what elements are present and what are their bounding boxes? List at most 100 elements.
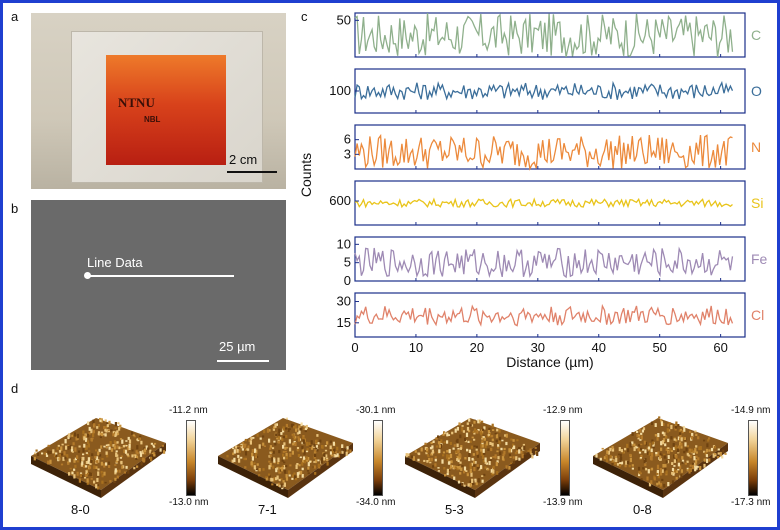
afm-texture-peak — [432, 440, 435, 443]
afm-texture-peak — [47, 444, 50, 447]
afm-texture-peak — [299, 428, 302, 431]
afm-texture-peak — [449, 441, 452, 445]
afm-texture-peak — [654, 423, 657, 427]
afm-texture-peak — [477, 429, 480, 432]
afm-texture-peak — [85, 452, 88, 454]
afm-texture-peak — [678, 429, 681, 435]
afm-texture-peak — [518, 457, 521, 461]
afm-texture-peak — [484, 466, 487, 469]
afm-texture-peak — [273, 457, 276, 459]
afm-texture-peak — [237, 446, 240, 448]
afm-texture-peak — [153, 446, 156, 448]
afm-texture-peak — [276, 483, 279, 486]
afm-texture-peak — [55, 454, 58, 458]
afm-texture-peak — [275, 423, 278, 426]
afm-texture-peak — [685, 447, 688, 452]
afm-texture-peak — [97, 451, 100, 456]
afm-texture-peak — [683, 437, 686, 440]
afm-texture-peak — [136, 455, 139, 459]
afm-texture-peak — [289, 464, 292, 467]
afm-texture-peak — [237, 447, 240, 450]
afm-texture-peak — [317, 442, 320, 445]
afm-texture-peak — [466, 473, 469, 477]
y-tick-label: 50 — [337, 12, 351, 27]
afm-texture-peak — [302, 436, 305, 439]
afm-texture-peak — [724, 452, 727, 455]
afm-texture-peak — [679, 428, 682, 431]
afm-texture-peak — [508, 466, 511, 470]
afm-texture-peak — [78, 445, 81, 448]
afm-texture-peak — [429, 461, 432, 464]
afm-texture-peak — [651, 452, 654, 457]
afm-texture-peak — [283, 456, 286, 460]
afm-texture-peak — [100, 461, 103, 466]
afm-texture-peak — [238, 450, 241, 453]
afm-texture-peak — [273, 426, 276, 430]
afm-texture-peak — [85, 465, 88, 468]
afm-texture-peak — [523, 445, 526, 451]
afm-texture-peak — [492, 429, 495, 431]
afm-texture-peak — [638, 472, 641, 477]
afm-texture-peak — [498, 440, 501, 445]
afm-texture-peak — [109, 444, 112, 447]
afm-texture-peak — [45, 453, 49, 457]
afm-texture-peak — [323, 452, 326, 457]
afm-texture-peak — [456, 458, 459, 461]
afm-texture-peak — [265, 476, 268, 478]
afm-texture-peak — [331, 451, 335, 454]
afm-texture-peak — [303, 450, 306, 455]
afm-texture-peak — [305, 450, 309, 453]
afm-texture-peak — [86, 478, 89, 483]
afm-texture-peak — [480, 451, 483, 456]
afm-texture-peak — [662, 464, 665, 468]
afm-texture-peak — [74, 464, 77, 468]
afm-texture-peak — [341, 444, 344, 449]
afm-texture-peak — [100, 431, 104, 434]
afm-texture-peak — [97, 486, 100, 490]
afm-texture-peak — [428, 457, 431, 461]
afm-texture-peak — [97, 432, 100, 436]
afm-texture-peak — [483, 452, 486, 455]
afm-texture-peak — [309, 445, 312, 448]
afm-texture-peak — [273, 440, 276, 443]
afm-texture-peak — [93, 480, 96, 484]
afm-texture-peak — [487, 433, 490, 436]
afm-texture-peak — [690, 435, 694, 440]
afm-texture-peak — [480, 432, 483, 436]
afm-panel: -30.1 nm -34.0 nm 7-1 — [208, 398, 395, 518]
afm-texture-peak — [275, 468, 278, 473]
afm-texture-peak — [464, 457, 467, 460]
afm-texture-peak — [457, 480, 461, 484]
afm-texture-peak — [147, 447, 150, 451]
afm-sample-label: 5-3 — [445, 502, 464, 517]
afm-texture-peak — [686, 460, 689, 463]
afm-texture-peak — [459, 472, 462, 475]
afm-texture-peak — [305, 424, 308, 430]
afm-texture-peak — [244, 443, 247, 448]
afm-texture-peak — [268, 465, 271, 470]
afm-texture-peak — [657, 451, 660, 456]
afm-texture-peak — [684, 442, 687, 447]
afm-texture-peak — [638, 435, 641, 439]
afm-texture-peak — [686, 452, 689, 456]
afm-texture-peak — [631, 441, 634, 446]
afm-texture-peak — [123, 471, 127, 474]
afm-texture-peak — [236, 448, 239, 453]
afm-texture-peak — [277, 482, 281, 487]
y-tick-label: 6 — [344, 132, 351, 147]
afm-texture-peak — [475, 445, 478, 450]
afm-texture-peak — [619, 458, 622, 463]
afm-texture-peak — [87, 460, 90, 464]
afm-texture-peak — [95, 449, 98, 452]
afm-texture-peak — [74, 457, 77, 461]
afm-texture-peak — [456, 426, 459, 431]
afm-texture-peak — [660, 418, 663, 422]
afm-texture-peak — [603, 456, 606, 460]
afm-texture-peak — [141, 450, 145, 455]
afm-texture-peak — [239, 444, 243, 447]
afm-surface-side — [405, 456, 475, 498]
afm-texture-peak — [668, 429, 671, 432]
afm-texture-peak — [430, 442, 433, 444]
afm-texture-peak — [302, 439, 305, 444]
afm-texture-peak — [115, 431, 118, 436]
